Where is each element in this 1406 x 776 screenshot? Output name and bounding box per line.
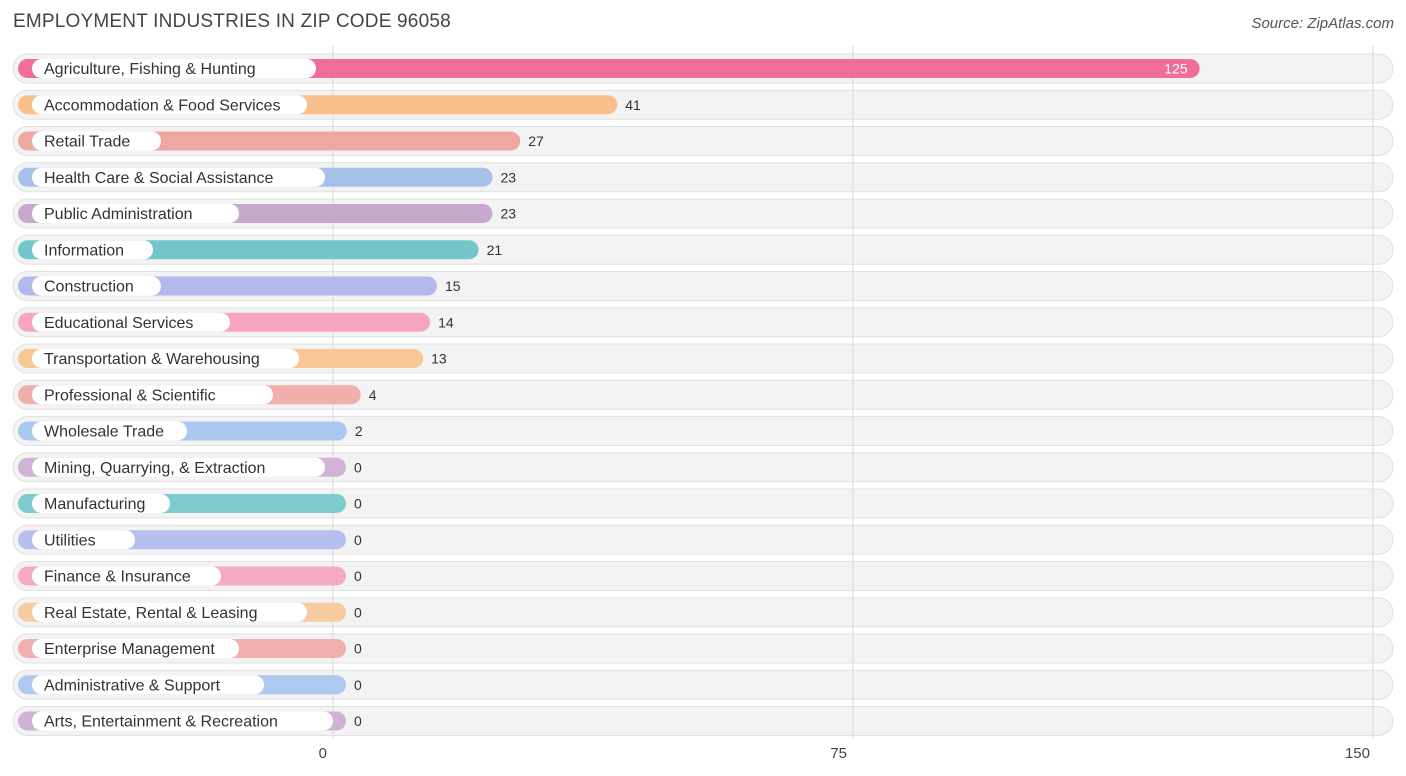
category-label: Health Care & Social Assistance <box>44 170 274 187</box>
chart-source: Source: ZipAtlas.com <box>1251 15 1394 32</box>
category-label: Construction <box>44 279 134 296</box>
category-label: Agriculture, Fishing & Hunting <box>44 61 256 78</box>
x-tick-label: 150 <box>1345 745 1370 762</box>
category-label: Enterprise Management <box>44 641 215 658</box>
row-track <box>12 379 1394 410</box>
category-label-pill <box>32 675 264 695</box>
category-label-pill <box>32 95 307 115</box>
x-tick-label: 75 <box>830 745 847 762</box>
category-label-pill <box>32 421 187 441</box>
data-label: 4 <box>369 387 377 403</box>
category-label-pill <box>32 602 307 622</box>
category-label-pill <box>32 349 299 368</box>
data-label: 2 <box>355 423 363 439</box>
category-label-pill <box>32 240 153 260</box>
data-label: 0 <box>354 496 362 512</box>
data-label: 0 <box>354 641 362 657</box>
category-label-pill <box>32 639 239 658</box>
category-label: Educational Services <box>44 315 193 332</box>
category-label: Professional & Scientific <box>44 387 216 404</box>
category-label: Finance & Insurance <box>44 569 191 586</box>
category-label: Utilities <box>44 532 96 549</box>
category-label: Accommodation & Food Services <box>44 97 281 114</box>
x-tick-label: 0 <box>319 745 327 762</box>
row-track <box>12 524 1394 555</box>
category-label-pill <box>32 494 170 513</box>
category-label-pill <box>32 131 161 151</box>
category-label: Transportation & Warehousing <box>44 351 260 368</box>
data-label: 15 <box>445 278 461 294</box>
category-label: Manufacturing <box>44 496 145 513</box>
row-track <box>12 452 1394 483</box>
category-label: Mining, Quarrying, & Extraction <box>44 460 265 477</box>
data-label: 0 <box>354 568 362 584</box>
data-label: 0 <box>354 459 362 475</box>
row-track <box>12 416 1394 446</box>
row-track <box>12 633 1394 664</box>
row-track <box>12 597 1394 628</box>
category-label: Public Administration <box>44 206 193 223</box>
category-label: Real Estate, Rental & Leasing <box>44 605 257 622</box>
category-label-pill <box>32 385 273 405</box>
category-label-pill <box>32 312 230 332</box>
category-label: Retail Trade <box>44 134 130 151</box>
chart-title: EMPLOYMENT INDUSTRIES IN ZIP CODE 96058 <box>13 11 451 32</box>
row-track <box>12 561 1394 591</box>
category-label-pill <box>32 530 135 550</box>
category-label-pill <box>32 457 325 477</box>
data-label: 23 <box>500 169 516 185</box>
data-label: 21 <box>487 242 503 258</box>
category-label-pill <box>32 276 161 296</box>
category-label-pill <box>32 566 221 586</box>
category-label-pill <box>32 167 325 187</box>
category-label-pill <box>32 59 316 78</box>
category-label-pill <box>32 204 239 223</box>
data-label: 0 <box>354 604 362 620</box>
category-label: Information <box>44 242 124 259</box>
row-track <box>12 488 1394 519</box>
data-label: 13 <box>431 351 447 367</box>
data-label: 41 <box>625 97 641 113</box>
data-label: 23 <box>500 206 516 222</box>
row-track <box>12 706 1394 736</box>
data-label: 14 <box>438 314 454 330</box>
data-label: 0 <box>354 532 362 548</box>
category-label: Wholesale Trade <box>44 424 164 441</box>
category-label-pill <box>32 711 333 731</box>
data-label: 0 <box>354 677 362 693</box>
data-label: 27 <box>528 133 544 149</box>
data-label: 0 <box>354 713 362 729</box>
category-label: Arts, Entertainment & Recreation <box>44 714 278 731</box>
data-label: 125 <box>1164 61 1188 77</box>
row-track <box>12 669 1394 700</box>
category-label: Administrative & Support <box>44 677 221 694</box>
